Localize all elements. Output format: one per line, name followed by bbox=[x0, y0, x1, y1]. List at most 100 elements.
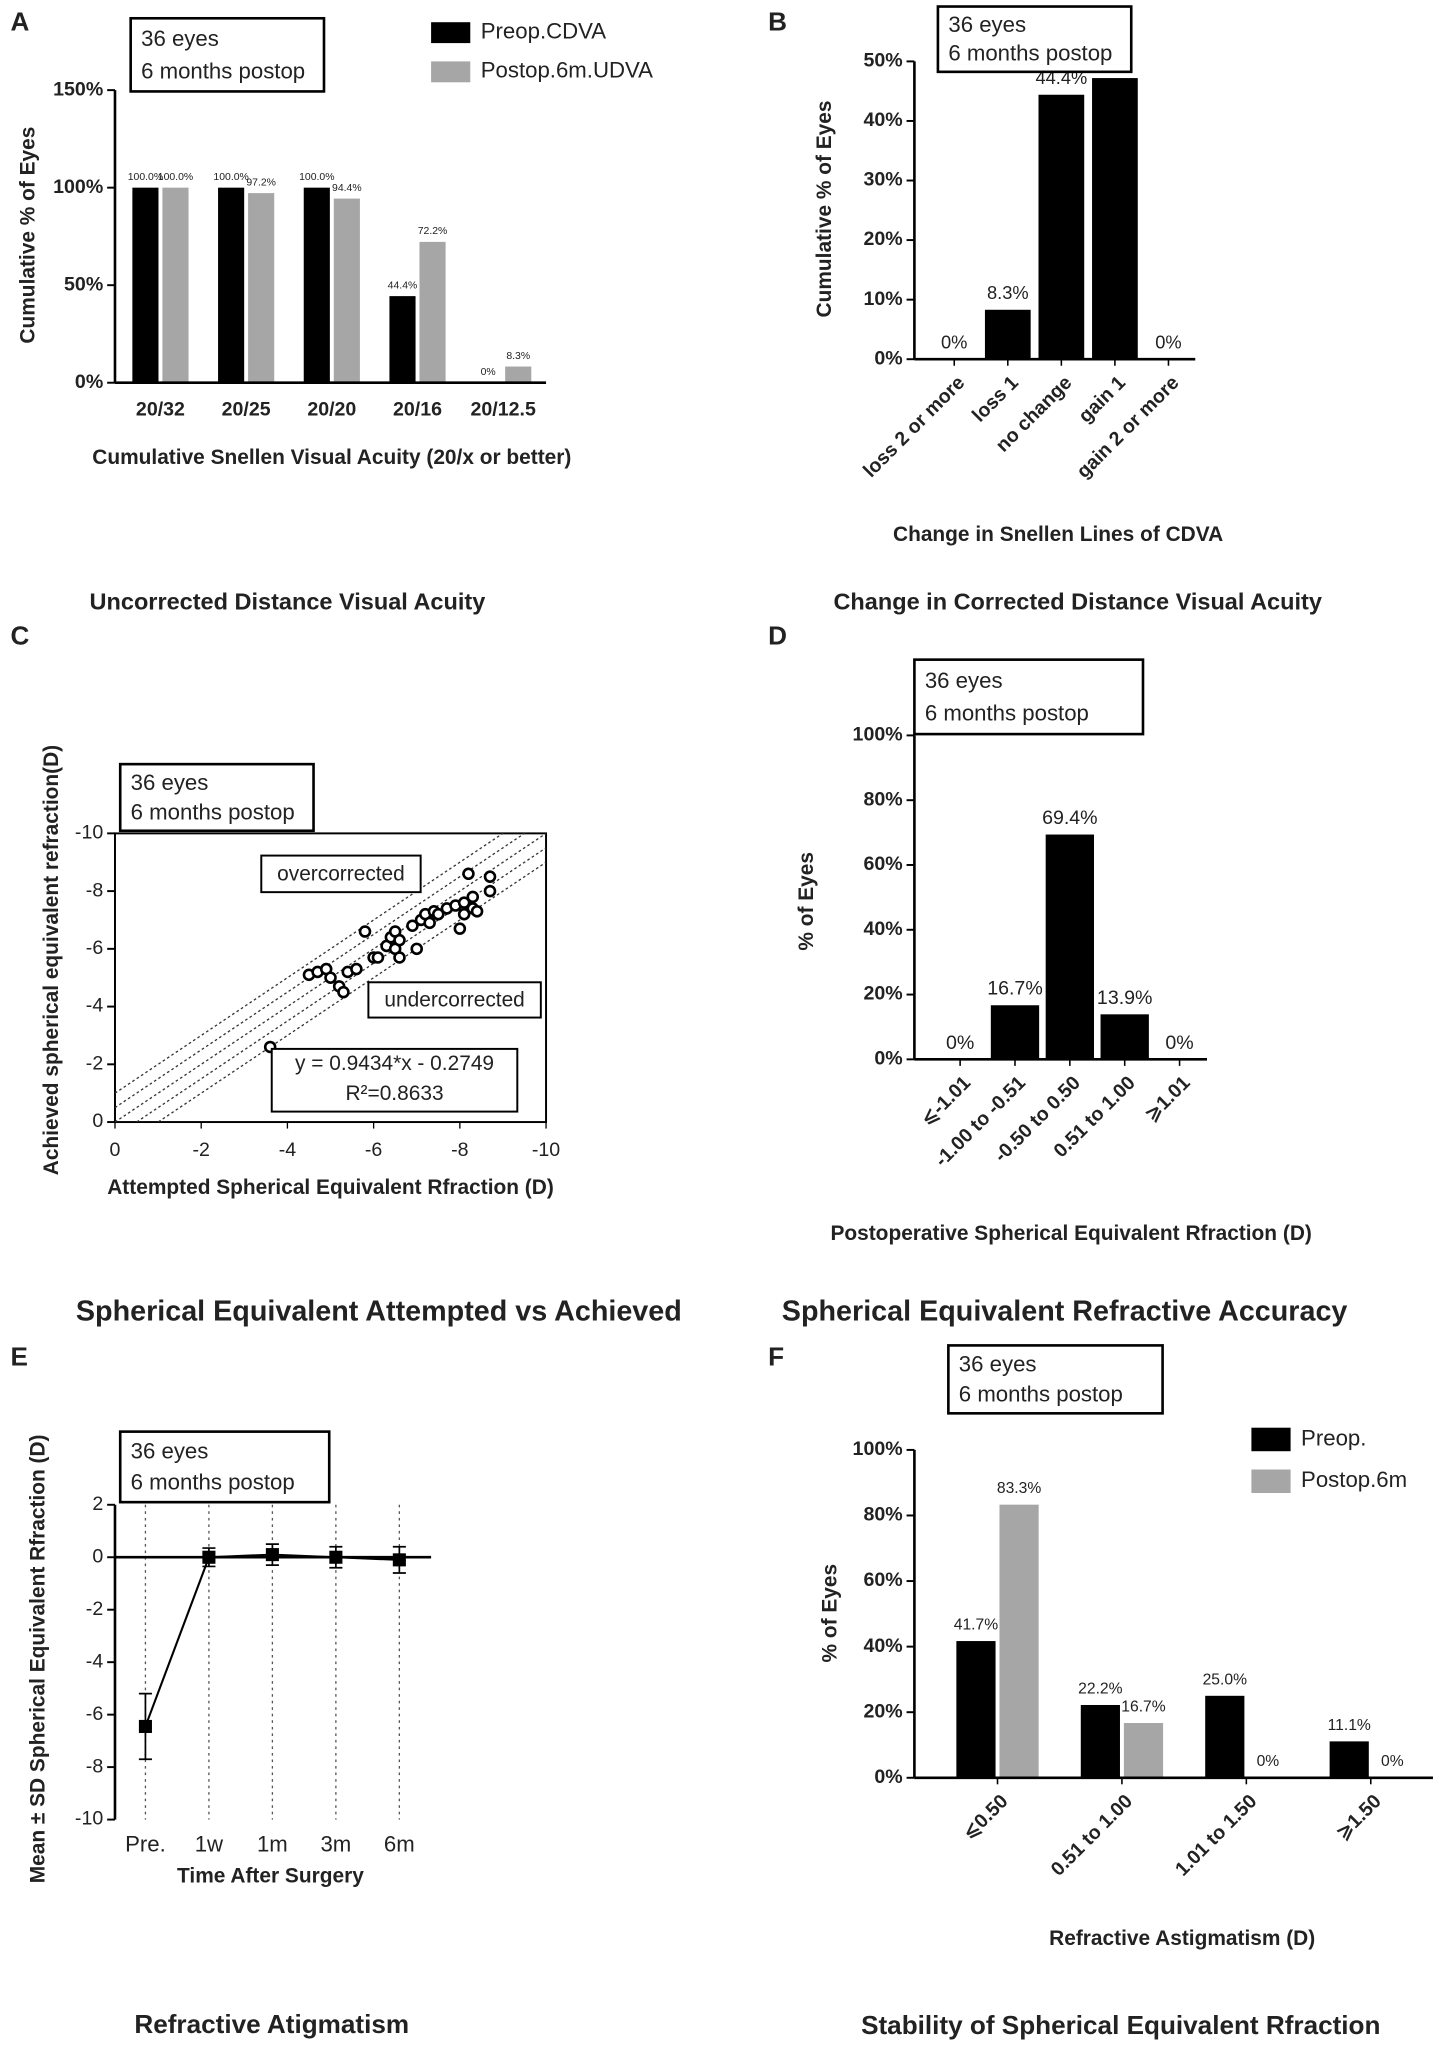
bar bbox=[1100, 1014, 1149, 1060]
y-tick-label: 150% bbox=[53, 78, 103, 100]
plot-frame bbox=[114, 832, 548, 1124]
bar bbox=[956, 1641, 996, 1778]
bar bbox=[389, 296, 416, 383]
region-label: undercorrected bbox=[384, 989, 524, 1012]
bar bbox=[1329, 1741, 1369, 1778]
value-label: 83.3% bbox=[997, 1480, 1041, 1497]
x-tick-label: 3m bbox=[320, 1832, 351, 1857]
y-tick-label: -8 bbox=[86, 879, 104, 901]
x-tick-label: 1m bbox=[257, 1832, 288, 1857]
value-label: 22.2% bbox=[1078, 1680, 1122, 1697]
value-label: 0% bbox=[946, 1032, 974, 1054]
y-axis-title: Mean ± SD Spherical Equivalent Rfraction… bbox=[27, 1435, 50, 1884]
value-label: 94.4% bbox=[332, 183, 362, 194]
annotation-box bbox=[913, 658, 1145, 736]
fit-equation: y = 0.9434*x - 0.2749 bbox=[295, 1052, 494, 1075]
y-tick-label: -6 bbox=[86, 1703, 104, 1725]
scatter-point bbox=[483, 884, 497, 898]
bar bbox=[999, 1504, 1039, 1778]
y-tick-label: 80% bbox=[863, 1504, 902, 1526]
bar bbox=[132, 187, 159, 383]
scatter-point bbox=[393, 951, 406, 964]
panel-caption: Refractive Atigmatism bbox=[134, 2009, 409, 2039]
annotation-line: 6 months postop bbox=[925, 701, 1089, 726]
region-box bbox=[367, 981, 542, 1019]
panel-caption: Spherical Equivalent Refractive Accuracy bbox=[782, 1295, 1348, 1327]
annotation-line: 6 months postop bbox=[131, 1470, 295, 1495]
bar bbox=[248, 193, 275, 383]
y-tick-label: 100% bbox=[53, 176, 103, 198]
value-label: 41.7% bbox=[954, 1617, 998, 1634]
y-tick-label: -4 bbox=[86, 1650, 104, 1672]
y-tick-label: 10% bbox=[863, 288, 902, 310]
annotation-line: 36 eyes bbox=[925, 668, 1003, 693]
y-axis-title: Achieved spherical equivalent refraction… bbox=[40, 745, 63, 1175]
y-tick-label: -4 bbox=[86, 995, 104, 1017]
legend-label: Postop.6m bbox=[1301, 1467, 1407, 1492]
y-tick-label: 40% bbox=[863, 918, 902, 940]
legend-label: Preop. bbox=[1301, 1425, 1366, 1450]
x-axis-title: Change in Snellen Lines of CDVA bbox=[893, 523, 1223, 546]
value-label: 16.7% bbox=[1121, 1698, 1165, 1715]
value-label: 100.0% bbox=[128, 172, 163, 183]
value-label: 44.4% bbox=[388, 280, 418, 291]
value-label: 100.0% bbox=[213, 172, 248, 183]
annotation-line: 36 eyes bbox=[141, 26, 219, 51]
value-label: 100.0% bbox=[299, 172, 334, 183]
x-tick-label: 20/20 bbox=[307, 398, 356, 420]
panel-letter: F bbox=[768, 1341, 784, 1371]
x-tick-label: Pre. bbox=[125, 1832, 166, 1857]
bar bbox=[1123, 1723, 1164, 1778]
region-label: overcorrected bbox=[277, 863, 405, 886]
bar bbox=[419, 241, 446, 383]
value-label: 100.0% bbox=[158, 172, 193, 183]
bar bbox=[1092, 78, 1138, 360]
y-axis-title: % of Eyes bbox=[795, 852, 818, 951]
x-tick-label: -6 bbox=[365, 1139, 383, 1161]
scatter-point bbox=[423, 916, 436, 930]
annotation-line: 6 months postop bbox=[141, 58, 305, 83]
value-label: 69.4% bbox=[1042, 807, 1098, 829]
y-tick-label: 100% bbox=[853, 724, 903, 746]
scatter-point bbox=[324, 971, 337, 984]
legend-swatch bbox=[1251, 1469, 1291, 1494]
annotation-line: 6 months postop bbox=[131, 799, 295, 824]
value-label: 11.1% bbox=[1328, 1717, 1371, 1734]
x-axis-title: Postoperative Spherical Equivalent Rfrac… bbox=[830, 1222, 1311, 1245]
x-tick-label: -4 bbox=[279, 1139, 297, 1161]
annotation-line: 36 eyes bbox=[948, 12, 1026, 37]
scatter-point bbox=[457, 896, 471, 909]
value-label: 0% bbox=[1155, 331, 1181, 352]
x-tick-label: 1w bbox=[195, 1832, 224, 1857]
scatter-point bbox=[371, 951, 385, 964]
x-tick-label: ⩾1.50 bbox=[1332, 1790, 1386, 1844]
scatter-point bbox=[462, 867, 475, 881]
scatter-point bbox=[337, 985, 350, 999]
x-axis-title: Time After Surgery bbox=[177, 1865, 364, 1888]
y-axis-title: Cumulative % of Eyes bbox=[813, 101, 836, 318]
annotation-box bbox=[118, 762, 315, 833]
y-tick-label: 30% bbox=[863, 169, 902, 191]
y-tick-label: 0 bbox=[92, 1545, 103, 1567]
annotation-box bbox=[118, 1430, 331, 1504]
y-tick-label: 80% bbox=[863, 788, 902, 810]
bar bbox=[990, 1005, 1040, 1060]
marker bbox=[392, 1553, 406, 1567]
y-tick-label: 50% bbox=[64, 273, 103, 295]
y-tick-label: -8 bbox=[86, 1755, 104, 1777]
y-tick-label: 0% bbox=[874, 347, 902, 369]
panel-caption: Spherical Equivalent Attempted vs Achiev… bbox=[76, 1295, 682, 1327]
y-tick-label: -10 bbox=[75, 1808, 103, 1830]
y-tick-label: 40% bbox=[863, 1635, 902, 1657]
y-tick-label: 60% bbox=[863, 853, 902, 875]
scatter-point bbox=[410, 942, 424, 956]
bar bbox=[1205, 1695, 1245, 1778]
r-squared: R²=0.8633 bbox=[345, 1082, 443, 1105]
bar bbox=[333, 198, 360, 383]
panel-letter: E bbox=[10, 1341, 27, 1371]
value-label: 25.0% bbox=[1203, 1671, 1247, 1688]
value-label: 97.2% bbox=[246, 177, 276, 188]
value-label: 0% bbox=[1381, 1753, 1404, 1770]
y-tick-label: 2 bbox=[92, 1493, 103, 1515]
